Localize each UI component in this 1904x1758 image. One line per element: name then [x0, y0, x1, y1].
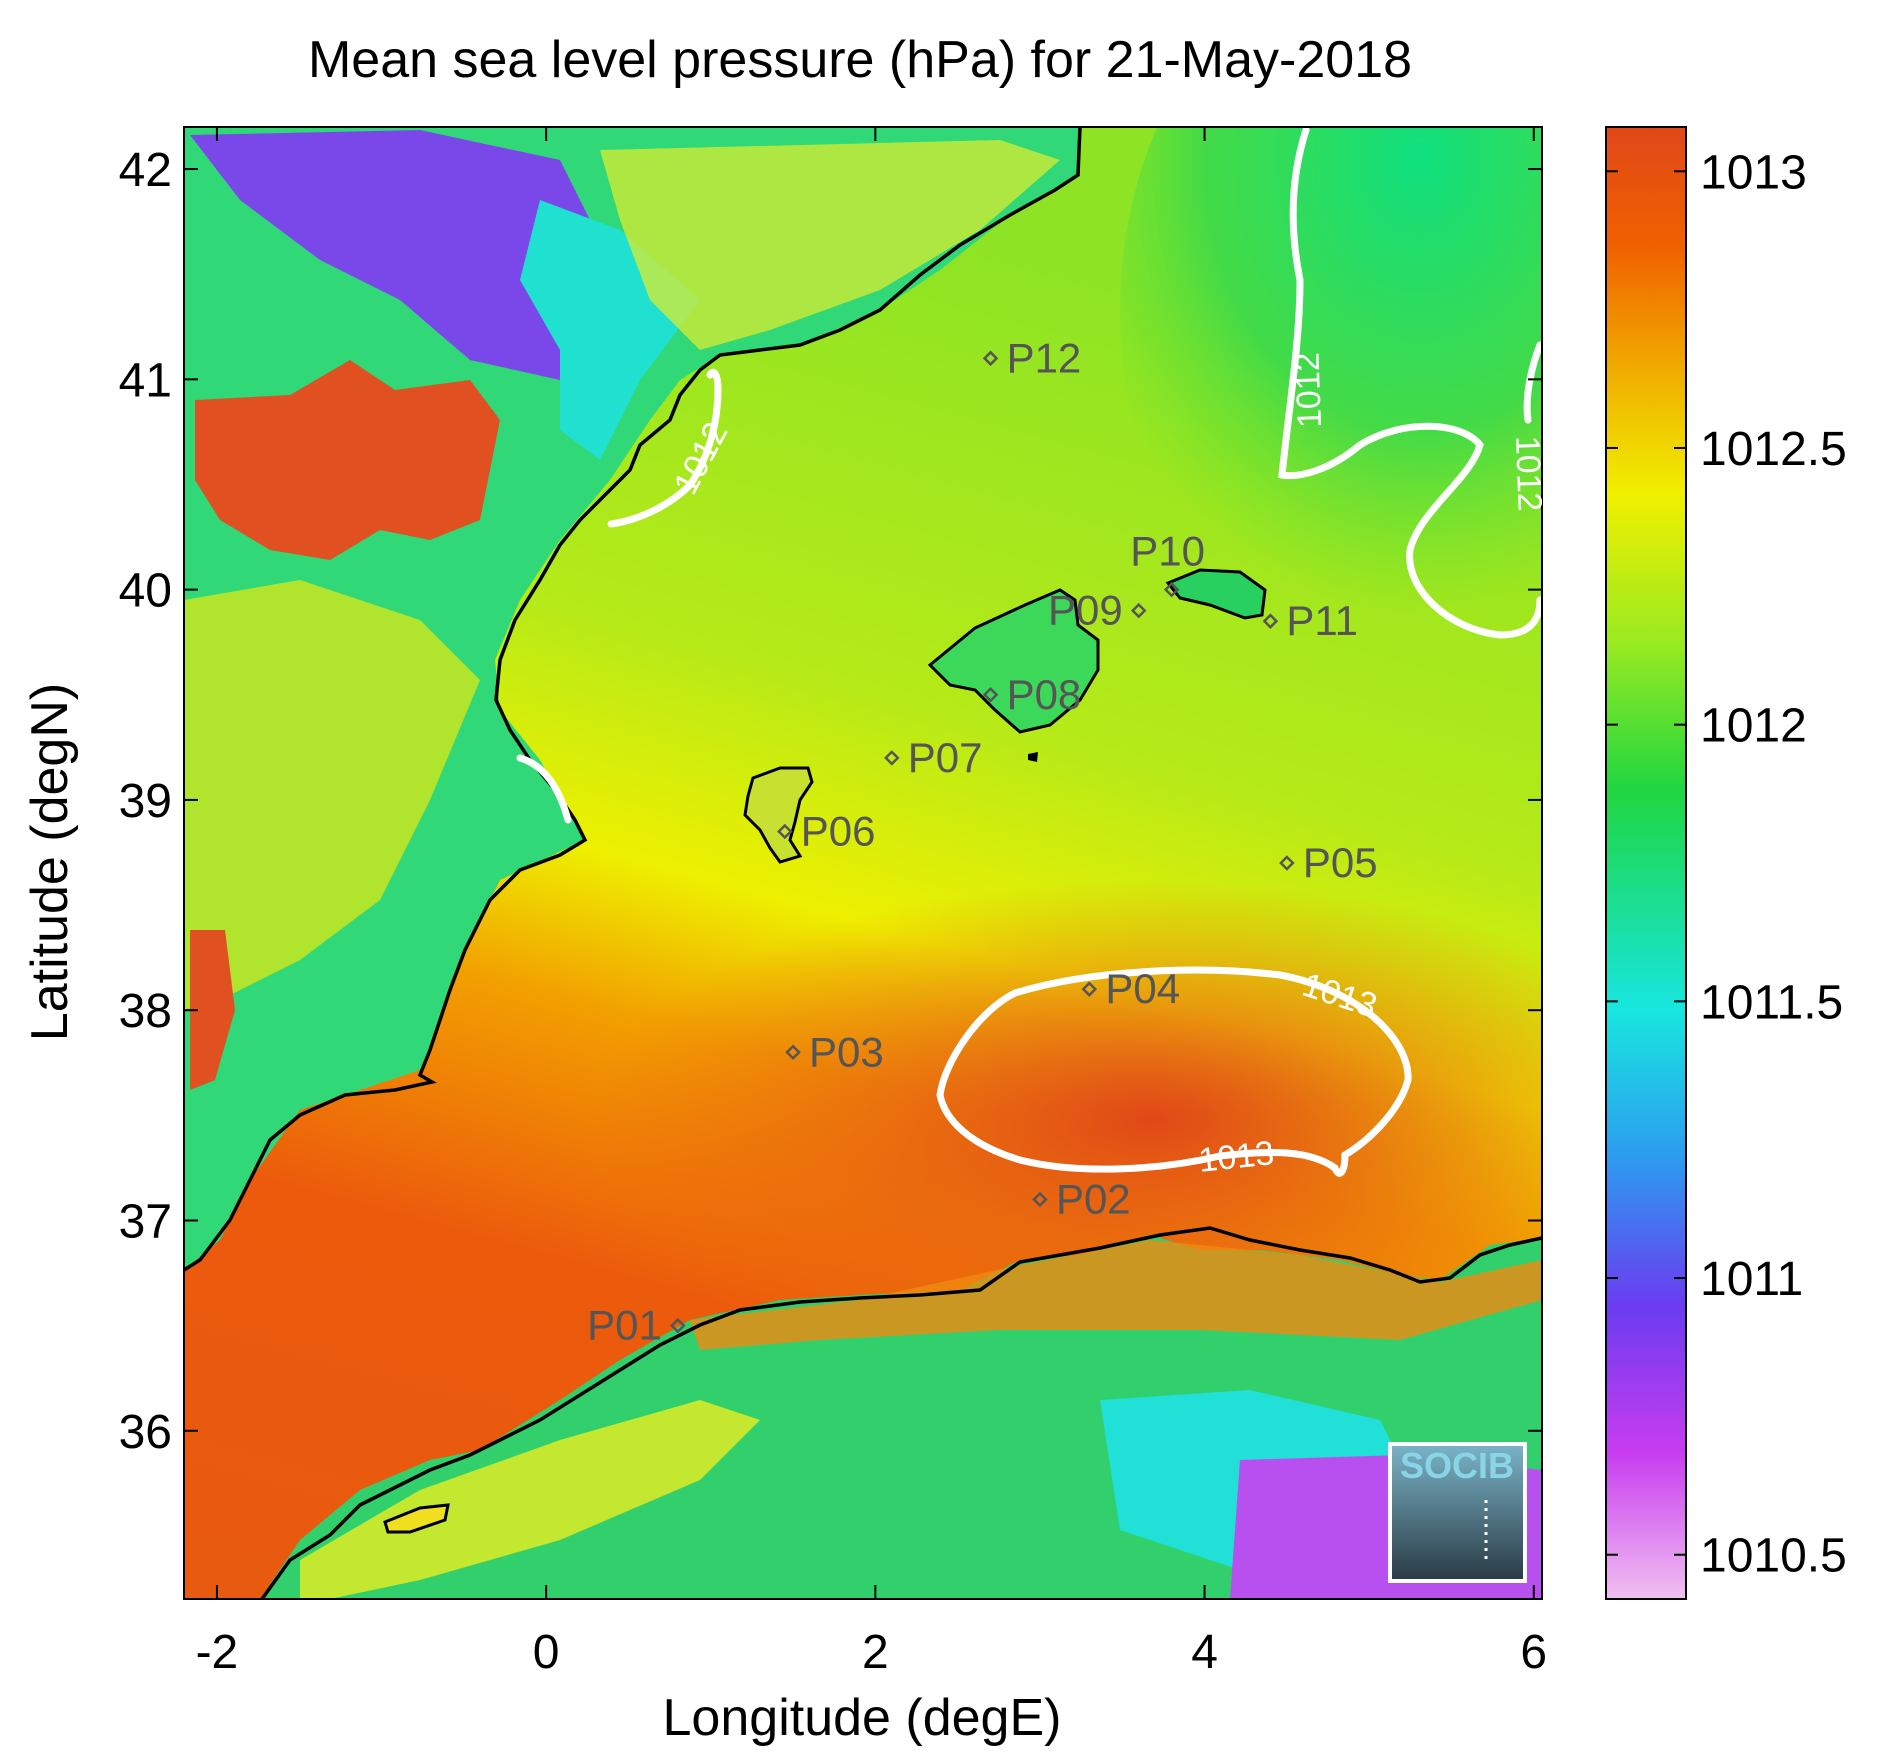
colorbar-tick-label: 1012.5: [1700, 423, 1847, 476]
station-marker: [1032, 1191, 1048, 1208]
y-tick-label: 37: [119, 1195, 172, 1248]
colorbar-tick-label: 1012: [1700, 700, 1807, 753]
pressure-field: [184, 127, 1542, 1599]
y-tick-label: 41: [119, 354, 172, 407]
iberia-violet-patch: [190, 130, 620, 380]
africa-yellow-band: [300, 1400, 760, 1599]
contour-label: 1013: [1197, 1134, 1276, 1180]
plot-frame: [183, 126, 1543, 1600]
station-marker: [670, 1317, 686, 1334]
station-label: P08: [1007, 671, 1082, 718]
station-label: P03: [809, 1028, 884, 1075]
iberia-coastline: [184, 127, 1082, 1272]
menorca-island: [1165, 568, 1267, 620]
colorbar-tick-label: 1011.5: [1700, 976, 1843, 1029]
station-marker: [777, 823, 793, 840]
x-tick-label: 4: [1191, 1626, 1218, 1679]
station-label: P02: [1056, 1175, 1131, 1222]
station-marker: [1163, 581, 1180, 598]
iberia-red-patch-1: [195, 360, 500, 560]
x-axis-label: Longitude (degE): [663, 1689, 1062, 1747]
contour-1012-valencia: [607, 368, 722, 528]
x-tick-label: 6: [1520, 1626, 1547, 1679]
contour-label: 1012: [1288, 352, 1329, 429]
x-tick-label: -2: [196, 1626, 239, 1679]
africa-coastline: [260, 1226, 1542, 1599]
colorbar-ticks: 1010.5 1011 1011.5 1012 1012.5 1013: [1606, 146, 1847, 1583]
africa-orange-coast: [690, 1240, 1542, 1350]
station-marker: [1081, 981, 1098, 997]
mallorca-island: [927, 588, 1100, 734]
socib-logo: SOCIB: [1388, 1442, 1527, 1583]
colorbar-tick-label: 1013: [1700, 146, 1807, 199]
y-tick-label: 38: [119, 985, 172, 1038]
northeast-low-region: [1120, 127, 1542, 690]
station-marker: [1262, 613, 1279, 629]
station-marker: [982, 687, 999, 703]
station-marker: [785, 1044, 801, 1061]
x-tick-label: 0: [533, 1626, 560, 1679]
logo-frame: [1388, 1442, 1527, 1583]
y-axis: 36 37 38 39 40 41 42: [119, 144, 1542, 1459]
station-marker: [884, 750, 900, 766]
contour-1013: [936, 966, 1412, 1177]
contour-1012-alicante: [516, 754, 572, 824]
chart-title: Mean sea level pressure (hPa) for 21-May…: [308, 31, 1412, 89]
station-marker: [1130, 602, 1147, 619]
iberia-red-patch-2: [190, 930, 235, 1090]
central-high-region: [590, 880, 1542, 1360]
station-marker: [982, 350, 999, 367]
station-label: P07: [908, 734, 983, 781]
alboran-island: [383, 1503, 450, 1534]
colorbar-tick-label: 1010.5: [1700, 1530, 1847, 1583]
station-label: P04: [1105, 965, 1180, 1012]
y-tick-label: 42: [119, 144, 172, 197]
station-label: P11: [1286, 597, 1358, 644]
station-label: P10: [1130, 528, 1205, 575]
contour-1012-east: [1523, 341, 1542, 424]
station-label: P06: [801, 807, 876, 854]
cabrera-island: [1028, 752, 1038, 762]
iberia-yellow-band: [184, 580, 480, 1010]
contour-label: 1012: [1508, 435, 1549, 512]
y-tick-label: 40: [119, 565, 172, 618]
x-tick-label: 2: [862, 1626, 889, 1679]
x-axis: -2 0 2 4 6: [196, 127, 1547, 1679]
y-tick-label: 36: [119, 1406, 172, 1459]
contour-1012-north: [1278, 127, 1542, 639]
station-label: P09: [1048, 587, 1123, 634]
station-label: P12: [1007, 334, 1082, 381]
pressure-contours: [516, 127, 1542, 1177]
colorbar: [1605, 126, 1687, 1600]
y-axis-label: Latitude (degN): [21, 683, 79, 1041]
station-label: P01: [587, 1302, 662, 1349]
iberia-yellow-coast: [600, 140, 1060, 350]
station-marker: [1279, 855, 1295, 871]
logo-text: SOCIB: [1400, 1445, 1514, 1486]
station-label: P05: [1303, 839, 1378, 886]
ibiza-island: [743, 766, 814, 864]
y-tick-label: 39: [119, 775, 172, 828]
colorbar-tick-label: 1011: [1700, 1253, 1803, 1306]
